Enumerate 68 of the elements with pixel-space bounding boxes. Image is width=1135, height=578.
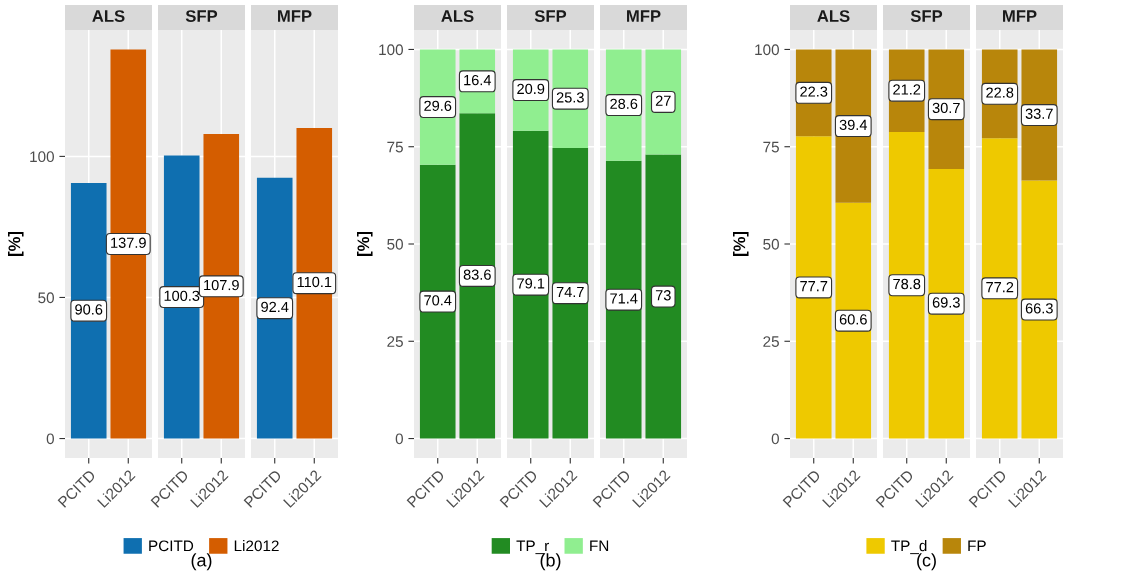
chart-title: MFP: [1003, 10, 1037, 22]
y-tick-label: 50: [763, 238, 779, 250]
bar: [795, 136, 832, 439]
y-tick-label: 50: [38, 292, 54, 304]
chart-title: ALS: [441, 10, 474, 22]
y-axis-title: [%]: [733, 231, 749, 257]
bar: [419, 164, 456, 439]
y-tick-label: 0: [395, 433, 403, 445]
data-label: 29.6: [424, 100, 452, 111]
data-label: 83.6: [463, 269, 491, 280]
y-tick-label: 75: [763, 141, 779, 153]
data-label: 30.7: [932, 102, 960, 114]
data-label: 22.3: [800, 86, 828, 97]
y-axis-title: [%]: [357, 231, 373, 257]
y-tick-label: 75: [387, 141, 403, 153]
data-label: 69.3: [932, 297, 960, 308]
y-tick-label: 100: [379, 44, 403, 56]
data-label: 20.9: [517, 83, 545, 95]
y-tick-label: 25: [763, 336, 779, 347]
bar: [459, 113, 496, 439]
chart-title: MFP: [278, 10, 312, 22]
chart-title: ALS: [92, 10, 125, 22]
data-label: 90.6: [75, 304, 103, 315]
y-tick-label: 0: [46, 433, 54, 445]
text: (c): [917, 553, 936, 571]
data-label: 71.4: [610, 293, 638, 304]
text: (a): [191, 553, 212, 571]
chart-title: ALS: [817, 10, 850, 22]
bar: [835, 202, 872, 439]
legend-label: Li2012: [234, 540, 279, 552]
data-label: 110.1: [297, 276, 332, 288]
data-label: 78.8: [893, 278, 921, 290]
data-label: 39.4: [839, 119, 868, 131]
data-label: 16.4: [464, 74, 492, 86]
chart-title: SFP: [534, 10, 567, 22]
data-label: 92.4: [261, 301, 289, 313]
legend-label: FN: [590, 540, 609, 552]
data-label: 74.7: [556, 286, 584, 297]
y-tick-label: 100: [755, 44, 779, 56]
data-label: 100.3: [164, 290, 200, 301]
data-label: 70.4: [424, 295, 452, 306]
data-label: 21.2: [893, 84, 921, 95]
data-label: 107.9: [204, 279, 239, 291]
data-label: 60.6: [839, 314, 867, 325]
chart-title: MFP: [627, 10, 661, 22]
y-tick-label: 0: [771, 433, 779, 445]
data-label: 77.7: [800, 281, 828, 292]
data-label: 27: [655, 95, 671, 106]
chart-title: SFP: [910, 10, 943, 22]
data-label: 25.3: [556, 92, 584, 103]
data-label: 66.3: [1025, 303, 1053, 314]
data-label: 73: [655, 290, 671, 301]
y-tick-label: 100: [30, 151, 54, 163]
data-label: 137.9: [111, 237, 146, 248]
data-label: 79.1: [517, 278, 545, 289]
y-axis-title: [%]: [8, 231, 24, 257]
data-label: 77.2: [986, 281, 1014, 293]
chart-title: SFP: [185, 10, 218, 22]
data-label: 33.7: [1025, 108, 1053, 119]
legend-label: PCITD: [149, 540, 194, 552]
data-label: 22.8: [986, 87, 1014, 98]
text: (b): [540, 553, 561, 571]
y-tick-label: 50: [387, 238, 403, 250]
legend-label: FP: [968, 540, 986, 552]
y-tick-label: 25: [387, 336, 403, 347]
legend-label: TP_d: [891, 540, 927, 555]
legend-label: TP_r: [516, 540, 549, 555]
data-label: 28.6: [610, 98, 638, 110]
